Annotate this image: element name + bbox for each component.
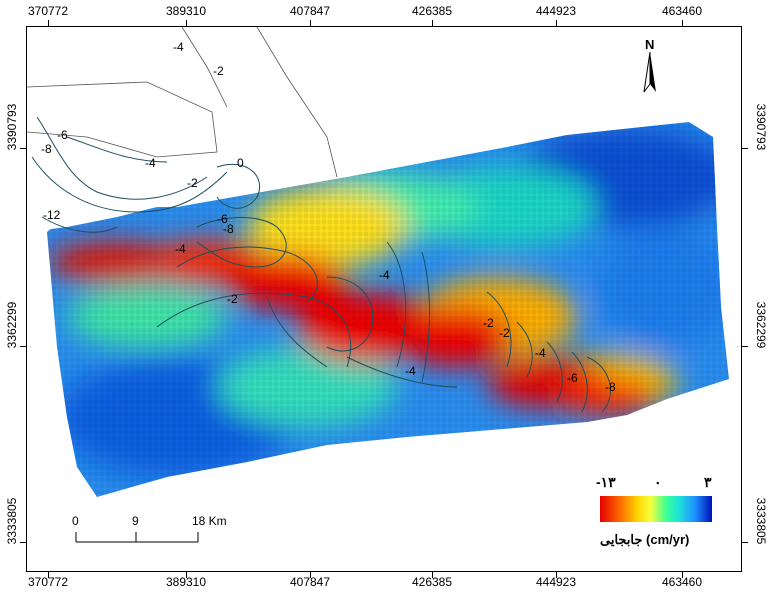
map-canvas: -4 -2 -6 -8 -4 0 -2 -12 -6 -8 -4 -2 -4 -… bbox=[27, 27, 729, 497]
tick-mark bbox=[556, 572, 557, 578]
x-tick-label: 389310 bbox=[165, 575, 207, 589]
map-frame: -4 -2 -6 -8 -4 0 -2 -12 -6 -8 -4 -2 -4 -… bbox=[26, 26, 742, 572]
contour-label: -8 bbox=[605, 380, 616, 394]
y-tick-label: 3333805 bbox=[754, 497, 768, 545]
legend-title: جابجایی (cm/yr) bbox=[600, 532, 690, 547]
contour-label: -4 bbox=[175, 242, 186, 256]
scale-label: 18 Km bbox=[192, 514, 227, 528]
contour-line bbox=[266, 296, 328, 368]
y-tick-label: 3333805 bbox=[5, 497, 19, 545]
x-tick-label: 426385 bbox=[411, 575, 453, 589]
contour-line bbox=[586, 356, 611, 413]
tick-mark bbox=[20, 542, 26, 543]
y-tick-label: 3390793 bbox=[754, 103, 768, 151]
contour-line bbox=[386, 241, 407, 368]
tick-mark bbox=[20, 148, 26, 149]
no-data-area bbox=[27, 27, 327, 232]
legend: -۱۳ ۰ ۳ جابجایی (cm/yr) bbox=[594, 472, 722, 552]
tick-mark bbox=[432, 572, 433, 578]
tick-mark bbox=[48, 20, 49, 26]
tick-mark bbox=[432, 20, 433, 26]
x-tick-label: 463460 bbox=[661, 575, 703, 589]
x-tick-label: 407847 bbox=[289, 575, 331, 589]
tick-mark bbox=[742, 148, 748, 149]
contour-label-group: -4 -2 -6 -8 -4 0 -2 -12 -6 -8 -4 -2 -4 -… bbox=[41, 40, 616, 394]
contour-label: -8 bbox=[41, 142, 52, 156]
contour-label: -8 bbox=[223, 222, 234, 236]
contour-label: -6 bbox=[217, 212, 228, 226]
contour-label: -2 bbox=[499, 326, 510, 340]
contour-label: -4 bbox=[535, 346, 546, 360]
tick-mark bbox=[310, 20, 311, 26]
y-tick-label: 3362299 bbox=[754, 301, 768, 349]
x-tick-label: 444923 bbox=[535, 575, 577, 589]
legend-mid-label: ۰ bbox=[654, 474, 662, 490]
contour-label: 0 bbox=[237, 156, 244, 170]
north-label: N bbox=[645, 37, 655, 52]
contour-line bbox=[36, 116, 208, 200]
contour-line bbox=[546, 341, 563, 403]
boundary-line bbox=[27, 81, 218, 158]
x-tick-label: 444923 bbox=[535, 4, 577, 18]
contour-line bbox=[571, 351, 588, 413]
tick-mark bbox=[742, 346, 748, 347]
contour-line bbox=[31, 156, 228, 213]
contour-line bbox=[421, 251, 430, 383]
x-tick-label: 370772 bbox=[27, 575, 69, 589]
contour-line bbox=[216, 163, 261, 209]
contour-label: -6 bbox=[57, 128, 68, 142]
contour-line bbox=[346, 356, 458, 388]
tick-mark bbox=[20, 346, 26, 347]
x-tick-label: 389310 bbox=[165, 4, 207, 18]
scale-label: 0 bbox=[72, 514, 79, 528]
x-tick-label: 407847 bbox=[289, 4, 331, 18]
boundary-line bbox=[181, 27, 228, 108]
contour-line bbox=[516, 321, 533, 378]
contour-line bbox=[41, 216, 118, 233]
contour-label: -4 bbox=[405, 364, 416, 378]
tick-mark bbox=[186, 572, 187, 578]
contour-lines bbox=[31, 116, 611, 413]
x-tick-label: 426385 bbox=[411, 4, 453, 18]
boundary-line bbox=[256, 27, 338, 178]
contour-label: -2 bbox=[213, 64, 224, 78]
legend-max-label: ۳ bbox=[704, 474, 712, 490]
x-tick-label: 370772 bbox=[27, 4, 69, 18]
tick-mark bbox=[742, 542, 748, 543]
contour-line bbox=[326, 276, 374, 352]
contour-label: -4 bbox=[145, 156, 156, 170]
tick-mark bbox=[556, 20, 557, 26]
legend-color-bar bbox=[600, 496, 712, 522]
contour-label: -12 bbox=[43, 208, 61, 222]
contour-label: -6 bbox=[567, 371, 578, 385]
contour-line bbox=[176, 246, 318, 303]
scale-bar: 0 9 18 Km bbox=[72, 514, 227, 554]
tick-mark bbox=[682, 20, 683, 26]
tick-mark bbox=[48, 572, 49, 578]
legend-min-label: -۱۳ bbox=[596, 474, 616, 490]
tick-mark bbox=[310, 572, 311, 578]
north-arrow-icon bbox=[643, 51, 656, 93]
contour-label: -2 bbox=[227, 292, 238, 306]
x-tick-label: 463460 bbox=[661, 4, 703, 18]
y-tick-label: 3390793 bbox=[5, 103, 19, 151]
contour-label: -2 bbox=[483, 316, 494, 330]
contour-label: -4 bbox=[379, 268, 390, 282]
contour-label: -2 bbox=[187, 176, 198, 190]
scale-bar-line bbox=[75, 532, 199, 543]
contour-label: -4 bbox=[173, 40, 184, 54]
y-tick-label: 3362299 bbox=[5, 301, 19, 349]
contour-line bbox=[486, 291, 512, 368]
tick-mark bbox=[682, 572, 683, 578]
contour-line bbox=[66, 136, 168, 163]
tick-mark bbox=[186, 20, 187, 26]
contour-line bbox=[156, 292, 352, 368]
scale-label: 9 bbox=[132, 514, 139, 528]
